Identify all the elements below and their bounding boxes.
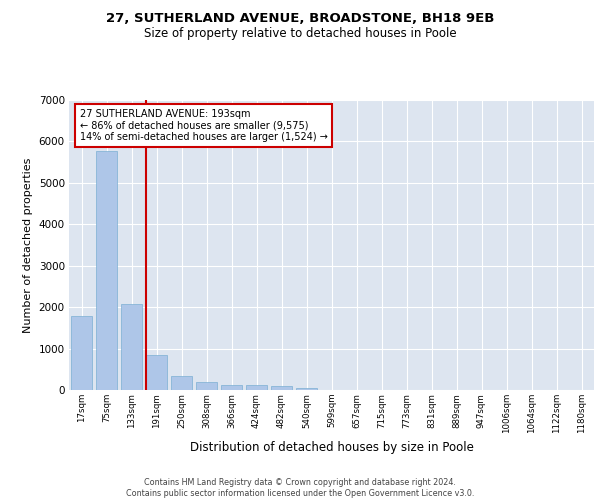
Bar <box>96 150 117 390</box>
Bar <box>121 304 142 390</box>
Bar <box>221 385 242 390</box>
Bar <box>296 388 317 390</box>
Text: 27 SUTHERLAND AVENUE: 193sqm
← 86% of detached houses are smaller (9,575)
14% of: 27 SUTHERLAND AVENUE: 193sqm ← 86% of de… <box>79 108 328 142</box>
Text: Contains HM Land Registry data © Crown copyright and database right 2024.
Contai: Contains HM Land Registry data © Crown c… <box>126 478 474 498</box>
Bar <box>146 355 167 390</box>
Text: Size of property relative to detached houses in Poole: Size of property relative to detached ho… <box>143 28 457 40</box>
Bar <box>171 376 192 390</box>
X-axis label: Distribution of detached houses by size in Poole: Distribution of detached houses by size … <box>190 442 473 454</box>
Y-axis label: Number of detached properties: Number of detached properties <box>23 158 33 332</box>
Bar <box>246 386 267 390</box>
Bar <box>196 382 217 390</box>
Bar <box>271 386 292 390</box>
Bar <box>71 316 92 390</box>
Text: 27, SUTHERLAND AVENUE, BROADSTONE, BH18 9EB: 27, SUTHERLAND AVENUE, BROADSTONE, BH18 … <box>106 12 494 26</box>
